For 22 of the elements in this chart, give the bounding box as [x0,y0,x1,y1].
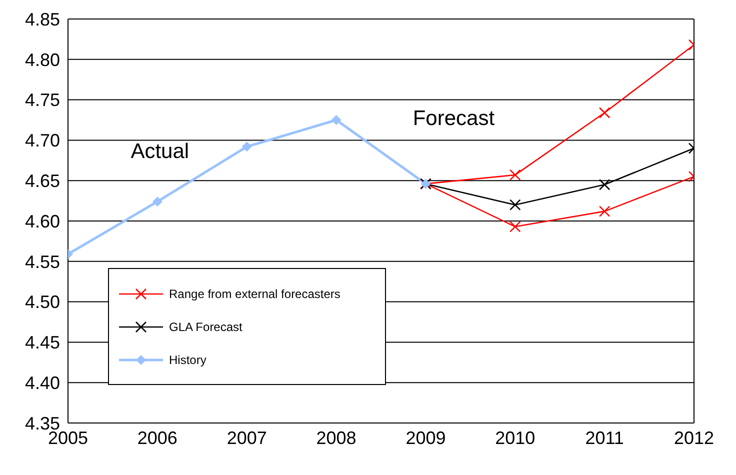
y-tick-label: 4.40 [24,372,60,393]
y-tick-label: 4.70 [24,130,60,151]
x-tick-label: 2010 [495,428,536,448]
legend-label: History [169,352,206,366]
y-tick-label: 4.65 [24,170,60,191]
y-tick-label: 4.45 [24,332,60,353]
legend-label: GLA Forecast [169,320,242,334]
annotation: Actual [130,140,190,164]
y-tick-label: 4.75 [24,90,60,110]
x-tick-label: 2007 [226,428,267,448]
y-tick-label: 4.80 [24,50,60,70]
x-tick-label: 2006 [137,428,178,448]
x-tick-label: 2008 [316,428,356,448]
x-tick-label: 2009 [406,428,446,448]
y-tick-label: 4.60 [24,211,60,232]
y-tick-label: 4.55 [24,252,60,272]
x-tick-label: 2012 [674,428,714,448]
y-tick-label: 4.85 [24,9,60,30]
y-tick-label: 4.50 [24,292,60,312]
x-tick-label: 2011 [585,428,624,448]
legend-label: Range from external forecasters [169,286,340,300]
annotation: Forecast [412,107,495,132]
